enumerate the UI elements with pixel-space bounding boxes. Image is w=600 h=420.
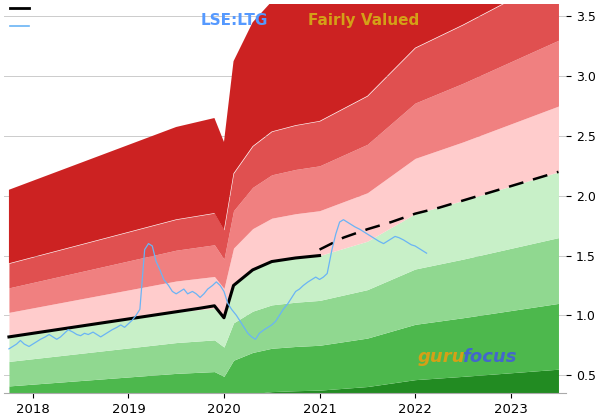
Text: Fairly Valued: Fairly Valued <box>308 13 419 28</box>
Legend: , : , <box>10 3 33 34</box>
Text: LSE:LTG: LSE:LTG <box>201 13 268 28</box>
Text: guru: guru <box>417 348 464 366</box>
Text: focus: focus <box>462 348 517 366</box>
